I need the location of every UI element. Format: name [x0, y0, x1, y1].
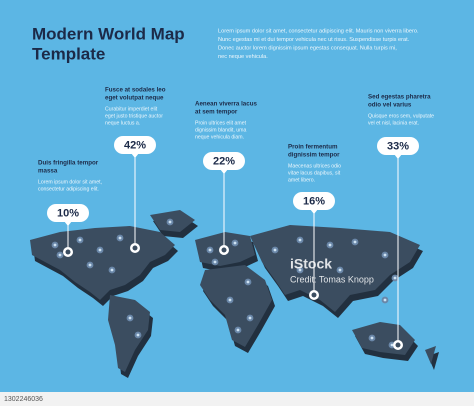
callout-heading: Aenean viverra lacus: [195, 101, 257, 108]
map-marker-core: [248, 316, 252, 320]
value-label: 33%: [387, 140, 409, 152]
map-marker-core: [136, 333, 140, 337]
map-marker-core: [98, 248, 102, 252]
map-marker-core: [88, 263, 92, 267]
image-id: 1302246036: [4, 396, 43, 403]
value-label: 22%: [213, 155, 235, 167]
title: Template: [32, 44, 105, 63]
bubble-pointer: [64, 221, 72, 226]
map-marker-core: [390, 343, 394, 347]
callout-heading: Sed egestas pharetra: [368, 94, 431, 101]
callout-heading: Fusce at sodales leo: [105, 87, 166, 94]
callout-body: vel et nisl, lacinia erat.: [368, 120, 419, 126]
map-marker-core: [298, 268, 302, 272]
description: Lorem ipsum dolor sit amet, consectetur …: [218, 28, 419, 60]
title: Modern World Map: [32, 24, 185, 43]
map-marker-core: [393, 276, 397, 280]
callout-body: amet libero.: [288, 177, 315, 183]
map-marker-core: [233, 241, 237, 245]
callout-heading: Proin fermentum: [288, 144, 338, 151]
value-label: 10%: [57, 207, 79, 219]
map-marker-core: [168, 220, 172, 224]
bubble-pointer: [220, 169, 228, 174]
callout-target-core: [221, 247, 227, 253]
callout-body: eget justo tristique auctor: [105, 113, 163, 119]
callout-body: vitae lacus dapibus, sit: [288, 170, 341, 176]
map-marker-core: [236, 328, 240, 332]
callout-heading: massa: [38, 168, 58, 175]
description-line: Lorem ipsum dolor sit amet, consectetur …: [218, 28, 419, 34]
map-marker-core: [58, 253, 62, 257]
description-line: Nunc egestas mi et dui tempor vehicula n…: [218, 37, 410, 43]
map-marker-core: [383, 253, 387, 257]
callout-target-core: [65, 249, 71, 255]
map-marker-core: [128, 316, 132, 320]
map-marker-core: [110, 268, 114, 272]
callout-body: consectetur adipiscing elit.: [38, 186, 99, 192]
map-marker-core: [383, 298, 387, 302]
callout-heading: odio vel varius: [368, 102, 412, 109]
map-marker-core: [53, 243, 57, 247]
callout-heading: at sem tempor: [195, 109, 238, 116]
map-marker-core: [208, 248, 212, 252]
callout-body: Quisque eros sem, vulputate: [368, 113, 434, 119]
callout-heading: dignissim tempor: [288, 152, 340, 159]
callout-body: Curabitur imperdiet elit: [105, 106, 158, 112]
value-bubble: [293, 192, 335, 210]
map-marker-core: [353, 240, 357, 244]
description-line: Donec auctor lorem dignissim ipsum egest…: [218, 45, 397, 51]
map-marker-core: [273, 248, 277, 252]
map-marker-core: [228, 298, 232, 302]
map-marker-core: [213, 260, 217, 264]
id-strip: [0, 392, 474, 406]
watermark-credit: Credit: Tomas Knopp: [290, 274, 374, 284]
map-marker-core: [338, 268, 342, 272]
value-bubble: [114, 136, 156, 154]
map-marker-core: [370, 336, 374, 340]
callout-heading: eget volutpat neque: [105, 95, 164, 102]
callout-heading: Duis fringilla tempor: [38, 160, 99, 167]
description-line: nec neque vehicula.: [218, 54, 268, 60]
watermark-brand: iStock: [290, 256, 332, 272]
callout-body: Proin ultrices elit amet: [195, 120, 247, 126]
value-label: 42%: [124, 139, 146, 151]
value-bubble: [377, 137, 419, 155]
callout-body: neque vehicula diam.: [195, 134, 244, 140]
callout-target-core: [132, 245, 138, 251]
bubble-pointer: [310, 209, 318, 214]
map-marker-core: [298, 238, 302, 242]
map-marker-core: [118, 236, 122, 240]
map-marker-core: [78, 238, 82, 242]
callout-body: Lorem ipsum dolor sit amet,: [38, 179, 102, 185]
callout-body: Maecenas ultrices odio: [288, 163, 341, 169]
map-markers: [51, 218, 399, 349]
callout-body: neque luctus a.: [105, 120, 140, 126]
map-marker-core: [246, 280, 250, 284]
map-marker-core: [328, 243, 332, 247]
bubble-pointer: [131, 153, 139, 158]
value-bubble: [203, 152, 245, 170]
value-bubble: [47, 204, 89, 222]
bubble-pointer: [394, 154, 402, 159]
callout-target-core: [395, 342, 401, 348]
value-label: 16%: [303, 195, 325, 207]
callout-target-core: [311, 292, 317, 298]
callout-body: dignissim blandit, uma: [195, 127, 246, 133]
